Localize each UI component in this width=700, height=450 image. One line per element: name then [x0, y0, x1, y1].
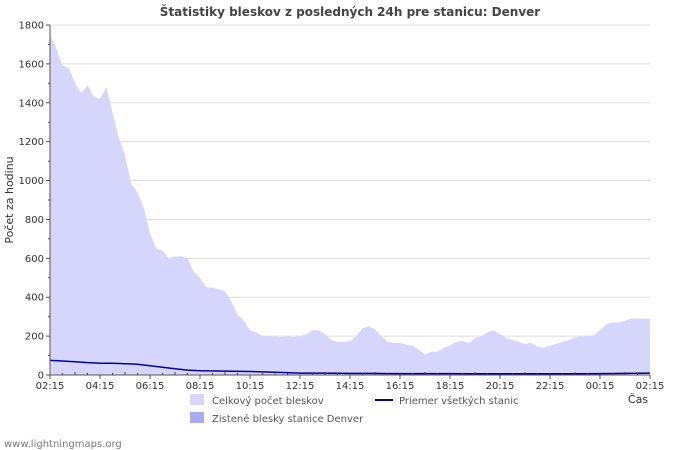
legend-swatch-1: [190, 412, 204, 423]
x-tick-label-8: 18:15: [436, 381, 465, 392]
x-tick-label-5: 12:15: [286, 381, 315, 392]
x-tick-label-1: 04:15: [86, 381, 115, 392]
y-tick-label-3: 600: [25, 254, 44, 265]
chart-title: Štatistiky bleskov z posledných 24h pre …: [160, 4, 540, 19]
chart-legend: Celkový počet bleskov Zistené blesky stan…: [190, 394, 519, 425]
y-tick-label-2: 400: [25, 293, 44, 304]
x-tick-label-3: 08:15: [186, 381, 215, 392]
footer-site-link[interactable]: www.lightningmaps.org: [4, 439, 122, 450]
y-tick-label-1: 200: [25, 332, 44, 343]
x-tick-label-10: 22:15: [536, 381, 565, 392]
x-tick-label-11: 00:15: [586, 381, 615, 392]
x-tick-label-12: 02:15: [636, 381, 665, 392]
legend-label-2: Priemer všetkých stanic: [399, 395, 519, 407]
y-axis-ticks: 0 200 400 600 800 1000 1200 1400 1600 1800: [19, 21, 50, 382]
y-tick-label-4: 800: [25, 215, 44, 226]
x-tick-label-7: 16:15: [386, 381, 415, 392]
x-tick-label-2: 06:15: [136, 381, 165, 392]
x-axis-label: Čas: [628, 393, 648, 406]
x-tick-label-4: 10:15: [236, 381, 265, 392]
legend-label-0: Celkový počet bleskov: [212, 395, 324, 407]
x-tick-label-0: 02:15: [36, 381, 65, 392]
y-tick-label-7: 1400: [19, 98, 44, 109]
x-tick-label-6: 14:15: [336, 381, 365, 392]
y-axis-label: Počet za hodinu: [3, 156, 16, 243]
y-tick-label-0: 0: [38, 371, 44, 382]
y-tick-label-9: 1800: [19, 21, 44, 32]
chart-series: [49, 34, 651, 375]
series-area-total: [50, 34, 650, 375]
legend-swatch-0: [190, 394, 204, 405]
y-tick-label-6: 1200: [19, 137, 44, 148]
y-tick-label-8: 1600: [19, 59, 44, 70]
x-axis-ticks: 02:15 04:15 06:15 08:15 10:15 12:15 14:15 16:15…: [36, 372, 665, 392]
x-tick-label-9: 20:15: [486, 381, 515, 392]
legend-label-1: Zistené blesky stanice Denver: [212, 413, 364, 425]
y-tick-label-5: 1000: [19, 176, 44, 187]
